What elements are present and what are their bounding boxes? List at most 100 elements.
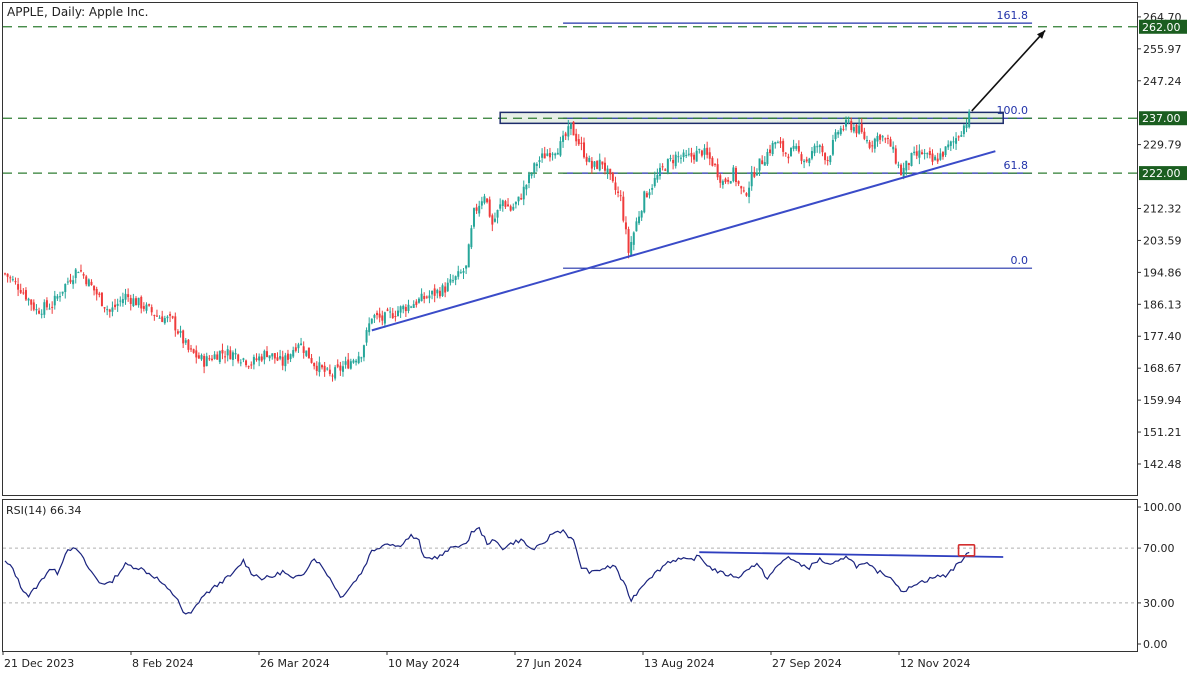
candle-body [941,151,944,157]
candle-body [496,209,499,218]
candle-body [399,306,402,313]
candle-body [630,241,633,256]
candle-body [614,182,617,191]
candle-body [386,309,389,311]
rsi-tick-label: 70.00 [1143,542,1175,555]
candle-body [784,152,787,154]
candle-body [59,296,62,298]
candle-body [410,306,413,308]
candle-body [24,290,27,300]
candle-body [719,175,722,183]
candle-body [690,152,693,157]
candle-body [632,232,635,245]
candle-body [921,152,923,155]
candle-body [763,162,766,166]
candle-body [693,154,696,160]
candle-body [93,285,96,291]
candle-body [548,152,551,158]
candle-body [252,356,255,365]
candle-body [210,358,213,360]
candle-body [74,269,77,279]
rsi-tick-label: 0.00 [1143,638,1168,651]
candle-body [77,272,80,274]
time-tick-label: 21 Dec 2023 [4,657,74,670]
candle-body [470,228,473,248]
candle-body [645,193,648,198]
candle-body [169,314,172,316]
candle-body [664,169,667,171]
candle-body [609,168,612,175]
candle-body [313,363,316,367]
candle-body [420,293,423,302]
candle-body [286,353,289,360]
candle-body [965,124,968,129]
candle-body [40,313,43,315]
candle-body [603,162,606,171]
price-tick-label: 159.94 [1143,394,1182,407]
candle-body [499,204,502,209]
candle-body [556,152,559,155]
candle-body [145,304,148,311]
candle-body [106,309,109,311]
candle-body [321,365,324,368]
candle-body [32,302,35,310]
candle-body [242,358,245,360]
candle-body [362,345,365,358]
candle-body [931,153,934,162]
candle-body [373,315,376,318]
candle-body [766,152,769,165]
candle-body [135,298,137,306]
candle-body [934,156,937,161]
candle-body [271,353,274,357]
candle-body [651,188,654,190]
candle-body [774,142,777,145]
level-price-tag-label: 262.00 [1142,21,1181,34]
candle-body [795,146,798,149]
candle-body [6,273,9,277]
candle-body [341,366,344,372]
candle-body [449,279,452,283]
candle-body [436,289,439,294]
candle-body [127,294,130,298]
candle-body [457,271,460,277]
candle-body [800,154,803,161]
candle-body [580,142,583,144]
candle-body [706,147,709,155]
level-price-tag [1139,166,1187,181]
candle-body [465,265,468,269]
candle-body [192,349,195,353]
candle-body [239,362,242,364]
candle-body [100,292,103,307]
candle-body [905,160,908,171]
candle-body [858,125,861,134]
candle-body [669,158,672,160]
candle-body [504,201,507,207]
candle-body [902,167,905,177]
candle-body [588,158,591,162]
candle-body [672,159,675,164]
candle-body [378,313,381,318]
candle-body [593,161,596,167]
candle-body [111,307,114,312]
candle-body [64,283,67,293]
candle-body [310,358,313,363]
candle-body [95,289,98,295]
candle-body [35,309,38,311]
candle-body [66,281,69,283]
candle-body [551,153,554,155]
candle-body [150,307,153,313]
price-tick-label: 255.97 [1143,43,1182,56]
candle-body [69,279,72,283]
projection-arrow-head [1036,30,1046,39]
candle-body [433,288,436,296]
price-tick-label: 151.21 [1143,426,1182,439]
rsi-trendline [699,551,1004,558]
candle-body [365,330,368,343]
candle-body [826,159,829,161]
candle-body [776,142,779,144]
price-tick-label: 186.13 [1143,298,1182,311]
projection-arrow [971,29,1046,112]
candle-body [753,172,756,177]
time-tick-label: 26 Mar 2024 [260,657,330,670]
candle-body [892,146,895,150]
